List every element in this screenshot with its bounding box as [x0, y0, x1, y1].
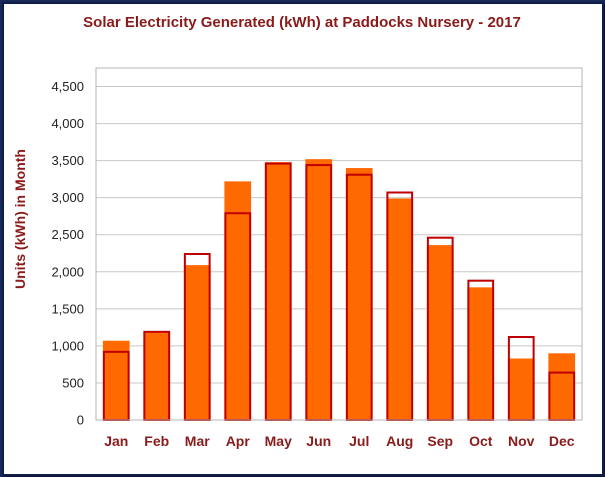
x-tick-label: Feb [144, 433, 169, 449]
bar-filled-apr [224, 181, 252, 420]
x-tick-label: Aug [386, 433, 413, 449]
y-tick-label: 0 [77, 413, 84, 428]
y-tick-label: 500 [62, 375, 84, 390]
y-tick-label: 2,500 [51, 227, 84, 242]
bar-filled-oct [467, 287, 495, 420]
x-tick-label: Oct [469, 433, 493, 449]
bar-filled-jan [102, 340, 130, 420]
x-tick-label: Apr [226, 433, 251, 449]
bar-filled-aug [386, 198, 414, 420]
bar-filled-may [264, 162, 292, 420]
x-tick-label: Sep [427, 433, 453, 449]
bar-filled-feb [143, 331, 171, 420]
y-tick-label: 3,000 [51, 190, 84, 205]
bar-filled-mar [183, 265, 211, 420]
y-axis-title: Units (kWh) in Month [12, 149, 28, 289]
bar-filled-nov [507, 358, 535, 420]
x-tick-label: Jul [349, 433, 369, 449]
y-axis-ticks: 0 500 1,000 1,500 2,000 2,500 3,000 3,500 4,000 4… [51, 79, 84, 427]
y-tick-label: 3,500 [51, 153, 84, 168]
x-tick-label: Jun [306, 433, 331, 449]
y-tick-label: 1,000 [51, 338, 84, 353]
x-tick-label: Mar [185, 433, 210, 449]
x-tick-label: Jan [104, 433, 128, 449]
chart-title: Solar Electricity Generated (kWh) at Pad… [83, 14, 521, 31]
bar-filled-jun [305, 159, 333, 420]
bar-filled-sep [426, 245, 454, 420]
bar-filled-jul [345, 168, 373, 420]
y-tick-label: 4,000 [51, 116, 84, 131]
y-tick-label: 1,500 [51, 301, 84, 316]
x-tick-label: Dec [549, 433, 575, 449]
x-tick-label: May [265, 433, 292, 449]
plot-area-border [95, 67, 583, 421]
bar-filled-dec [548, 353, 576, 420]
bars [102, 159, 576, 421]
y-tick-label: 4,500 [51, 79, 84, 94]
y-tick-label: 2,000 [51, 264, 84, 279]
x-axis-ticks: Jan Feb Mar Apr May Jun Jul Aug Sep Oct Nov Dec [104, 433, 575, 449]
x-tick-label: Nov [508, 433, 535, 449]
